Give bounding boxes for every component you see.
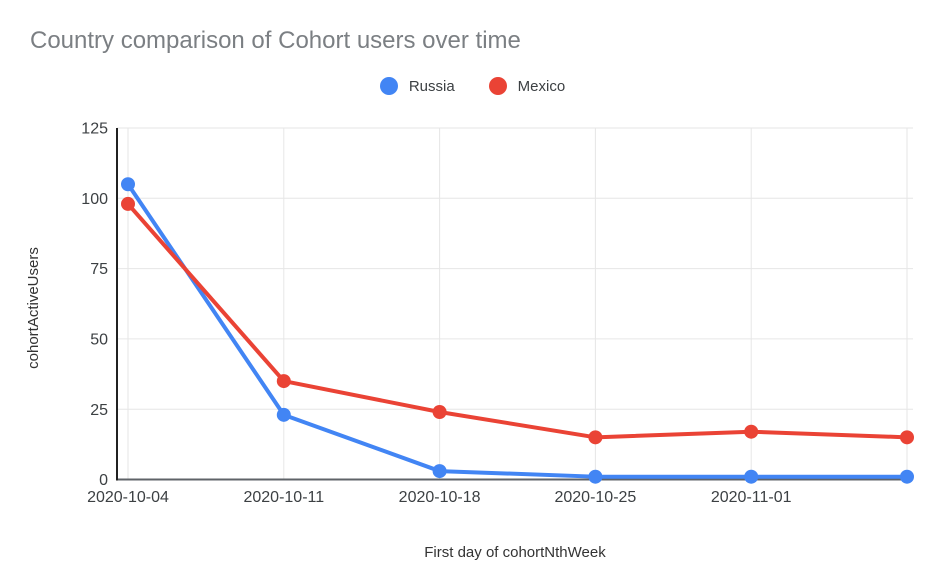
x-tick-label: 2020-10-04 — [87, 489, 169, 506]
chart-legend: Russia Mexico — [0, 77, 945, 95]
data-point-russia — [744, 469, 759, 484]
legend-label: Russia — [408, 77, 455, 95]
legend-item-mexico: Mexico — [488, 77, 566, 95]
chart-title: Country comparison of Cohort users over … — [30, 27, 521, 54]
data-point-russia — [900, 469, 914, 484]
legend-dot-icon — [488, 77, 507, 95]
data-point-russia — [276, 407, 291, 422]
y-tick-label: 100 — [81, 191, 108, 208]
series-line-mexico — [126, 201, 909, 440]
y-tick-label: 50 — [90, 332, 108, 349]
data-point-mexico — [900, 430, 914, 445]
data-point-mexico — [121, 196, 135, 211]
data-point-mexico — [744, 424, 759, 439]
x-tick-label: 2020-10-18 — [399, 489, 481, 506]
data-point-mexico — [588, 430, 603, 445]
x-tick-label: 2020-10-11 — [243, 489, 324, 506]
legend-item-russia: Russia — [379, 77, 455, 95]
y-tick-label: 0 — [99, 472, 108, 489]
data-point-russia — [432, 464, 447, 479]
x-tick-label: 2020-11-01 — [711, 489, 792, 506]
data-point-mexico — [432, 405, 447, 420]
legend-dot-icon — [379, 77, 398, 95]
data-point-russia — [121, 177, 135, 192]
y-tick-label: 25 — [90, 402, 108, 419]
x-axis-title: First day of cohortNthWeek — [424, 544, 606, 561]
series-line-russia — [126, 182, 909, 479]
x-tick-label: 2020-10-25 — [554, 489, 636, 506]
data-point-mexico — [276, 374, 291, 389]
plot-area: 0 25 50 75 100 125 2020-10-04 2020-10-11 2020-10… — [81, 121, 914, 506]
y-tick-label: 75 — [90, 261, 108, 278]
y-tick-label: 125 — [81, 121, 108, 138]
y-axis-title: cohortActiveUsers — [25, 247, 42, 369]
legend-label: Mexico — [517, 77, 566, 95]
data-point-russia — [588, 469, 603, 484]
